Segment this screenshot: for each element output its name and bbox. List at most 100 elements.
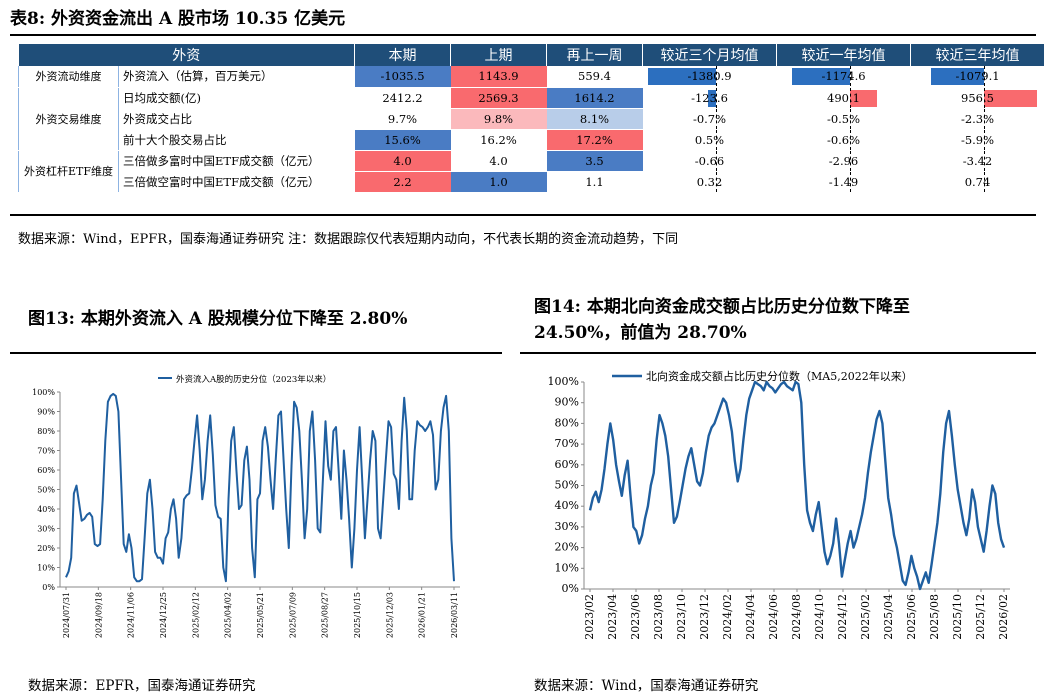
y-tick-label: 60%: [555, 458, 579, 471]
cell-vs-1y: -0.6%: [776, 129, 911, 151]
data-bar: [984, 89, 1037, 107]
y-tick-label: 30%: [555, 520, 579, 533]
cell-value: -2.96: [828, 153, 859, 168]
x-tick-label: 2023/10: [675, 594, 688, 640]
cell-vs-3m: 0.5%: [642, 129, 777, 151]
y-tick-label: 50%: [37, 486, 55, 495]
y-tick-label: 70%: [555, 437, 579, 450]
fig14-title: 图14: 本期北向资金成交额占比历史分位数下降至 24.50%，前值为 28.7…: [534, 294, 910, 346]
zero-axis: [716, 129, 718, 149]
zero-axis: [716, 66, 718, 86]
cell-previous2: 3.5: [546, 150, 643, 172]
row-name: 三倍做多富时中国ETF成交额（亿元）: [118, 150, 355, 172]
fig14-source: 数据来源：Wind，国泰海通证券研究: [534, 678, 759, 694]
row-name: 外资成交占比: [118, 108, 355, 130]
cell-value: -0.7%: [692, 111, 727, 126]
zero-axis: [716, 150, 718, 170]
zero-axis: [984, 66, 986, 86]
cell-value: 0.5%: [694, 132, 725, 147]
x-tick-label: 2023/12: [698, 594, 711, 640]
table-row: 外资杠杆ETF维度 三倍做多富时中国ETF成交额（亿元） 4.0 4.0 3.5…: [18, 150, 1045, 193]
y-tick-label: 40%: [37, 505, 55, 514]
header-previous2: 再上一周: [546, 44, 643, 66]
cell-previous: 2569.3: [450, 87, 547, 109]
data-bar: [792, 68, 851, 86]
data-bar: [931, 68, 985, 86]
x-tick-label: 2025/07/09: [288, 592, 297, 638]
cell-previous: 1143.9: [450, 66, 547, 88]
x-tick-label: 2023/04: [606, 594, 619, 640]
cell-current: 9.7%: [354, 108, 451, 130]
y-tick-label: 90%: [555, 396, 579, 409]
cell-vs-3y: 0.74: [910, 171, 1045, 193]
cell-value: -1174.6: [821, 69, 866, 84]
cell-vs-3m: -1380.9: [642, 66, 777, 88]
zero-axis: [850, 129, 852, 149]
table-bottom-rule: [10, 214, 1036, 216]
cell-previous2: 8.1%: [546, 108, 643, 130]
fig13-chart: 0% 10% 20% 30% 40% 50% 60% 70% 80% 90% 100% 2024/07…: [32, 374, 460, 638]
table-row: 三倍做空富时中国ETF成交额（亿元） 2.2 1.0 1.1 0.32 -1.4…: [19, 171, 1045, 193]
table-row: 外资成交占比 9.7% 9.8% 8.1% -0.7% -0.5% -2.3%: [19, 108, 1045, 130]
x-tick-label: 2025/12: [974, 594, 987, 640]
x-tick-label: 2026/03/11: [450, 592, 459, 638]
zero-axis: [984, 171, 986, 191]
x-tick-label: 2024/09/18: [94, 592, 103, 638]
y-tick-label: 60%: [37, 466, 55, 475]
zero-axis: [984, 108, 986, 128]
cell-value: -2.3%: [960, 111, 995, 126]
zero-axis: [984, 129, 986, 149]
cell-vs-3y: -1079.1: [910, 66, 1045, 88]
x-tick-label: 2025/04/02: [224, 592, 233, 638]
cell-vs-3y: -5.9%: [910, 129, 1045, 151]
cell-vs-3y: -3.42: [910, 150, 1045, 172]
x-tick-label: 2025/02: [859, 594, 872, 640]
zero-axis: [850, 108, 852, 128]
cell-value: -1079.1: [955, 69, 1000, 84]
cell-vs-3m: -0.66: [642, 150, 777, 172]
x-tick-label: 2024/08: [790, 594, 803, 640]
fig13-rule: [10, 352, 502, 354]
cell-vs-1y: -0.5%: [776, 108, 911, 130]
table-row: 外资交易维度 日均成交额(亿) 2412.2 2569.3 1614.2 -12…: [18, 87, 1045, 151]
fig14-title-line1: 图14: 本期北向资金成交额占比历史分位数下降至: [534, 297, 910, 317]
row-name: 外资流入（估算，百万美元）: [118, 66, 355, 88]
cell-previous: 1.0: [450, 171, 547, 193]
y-tick-label: 20%: [37, 544, 55, 553]
y-tick-label: 10%: [555, 561, 579, 574]
table-title: 表8: 外资资金流出 A 股市场 10.35 亿美元: [10, 9, 346, 29]
zero-axis: [850, 66, 852, 86]
cell-previous2: 17.2%: [546, 129, 643, 151]
cell-value: -0.66: [694, 153, 725, 168]
cell-previous2: 1614.2: [546, 87, 643, 109]
cell-current: 2.2: [354, 171, 451, 193]
row-name: 前十大个股交易占比: [118, 129, 355, 151]
cell-previous: 4.0: [450, 150, 547, 172]
x-tick-label: 2025/05/21: [256, 592, 265, 638]
x-tick-label: 2024/02: [721, 594, 734, 640]
y-tick-label: 10%: [37, 564, 55, 573]
x-tick-label: 2024/11/06: [127, 592, 136, 638]
x-tick-label: 2024/10: [813, 594, 826, 640]
cell-value: -0.6%: [826, 132, 861, 147]
zero-axis: [850, 87, 852, 107]
cell-current: 2412.2: [354, 87, 451, 109]
fig14-rule: [520, 352, 1036, 354]
cell-value: -123.6: [691, 90, 728, 105]
cell-vs-1y: -2.96: [776, 150, 911, 172]
cell-current: 4.0: [354, 150, 451, 172]
cell-vs-3m: 0.32: [642, 171, 777, 193]
group-label: 外资杠杆ETF维度: [18, 150, 119, 193]
data-bar: [707, 89, 717, 107]
x-tick-label: 2025/04: [882, 594, 895, 640]
zero-axis: [984, 150, 986, 170]
cell-vs-1y: -1174.6: [776, 66, 911, 88]
y-tick-label: 0%: [42, 583, 55, 592]
cell-value: -1.49: [828, 174, 859, 189]
x-tick-label: 2024/06: [767, 594, 780, 640]
table-source-note: 数据来源：Wind，EPFR，国泰海通证券研究 注：数据跟踪仅代表短期内动向，不…: [18, 232, 679, 247]
y-tick-label: 100%: [32, 388, 55, 397]
group-label: 外资流动维度: [18, 66, 119, 88]
cell-value: -3.42: [962, 153, 993, 168]
row-name: 日均成交额(亿): [118, 87, 355, 109]
